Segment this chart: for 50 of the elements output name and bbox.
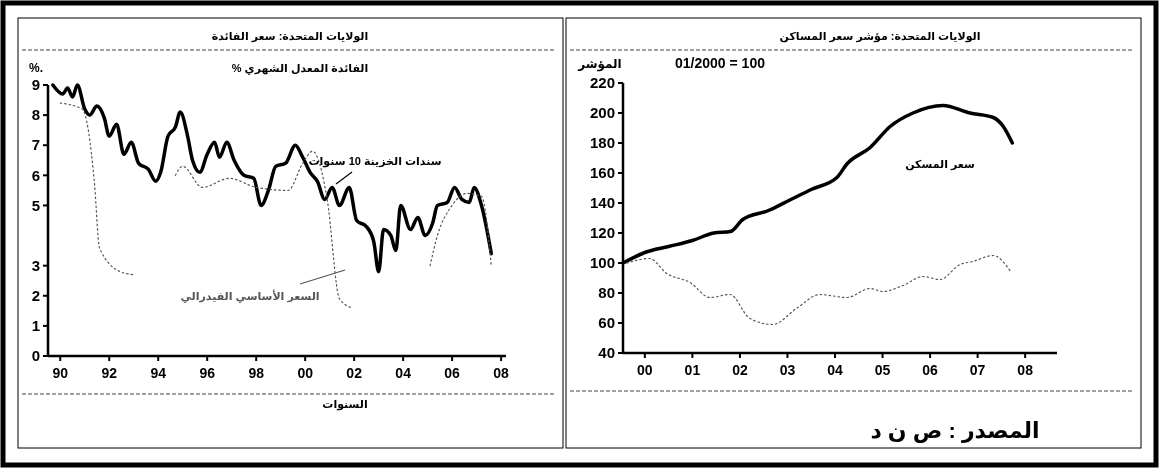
chart-title: الولايات المتحدة: مؤشر سعر المساكن <box>779 30 981 43</box>
y-tick-label: 80 <box>598 284 615 302</box>
x-tick-label: 04 <box>827 362 844 378</box>
x-tick-label: 02 <box>732 362 748 378</box>
x-tick-label: 06 <box>444 365 461 381</box>
y-tick-label: 220 <box>589 74 615 92</box>
y-tick-label: 100 <box>589 254 615 272</box>
y-tick-label: 200 <box>589 104 615 122</box>
series-label: سندات الخزينة 10 سنوات <box>308 155 442 168</box>
y-tick-label: 6 <box>31 166 40 184</box>
chart-title: الولايات المتحدة: سعر الفائدة <box>211 30 369 43</box>
x-tick-label: 92 <box>101 365 118 381</box>
y-tick-label: 2 <box>31 287 40 305</box>
text: سعر المسكن <box>905 158 975 171</box>
y-tick-label: 180 <box>589 134 615 152</box>
x-tick-label: 07 <box>969 362 986 378</box>
x-tick-label: 05 <box>874 362 891 378</box>
x-tick-label: 01 <box>684 362 701 378</box>
y-axis-title: %. <box>28 61 44 75</box>
legend-label: السعر الأساسي الفيدرالي <box>180 289 320 303</box>
y-tick-label: 0 <box>31 347 40 365</box>
x-tick-label: 98 <box>248 365 265 381</box>
x-tick-label: 96 <box>199 365 216 381</box>
x-tick-label: 90 <box>52 365 69 381</box>
y-tick-label: 120 <box>589 224 615 242</box>
line-series <box>626 254 1011 326</box>
x-tick-label: 00 <box>297 365 314 381</box>
x-tick-label: 02 <box>346 365 363 381</box>
x-tick-label: 00 <box>637 362 653 378</box>
x-tick-label: 03 <box>779 362 796 378</box>
x-tick-label: 06 <box>922 362 939 378</box>
y-tick-label: 3 <box>31 256 40 274</box>
x-tick-label: 04 <box>395 365 412 381</box>
x-tick-label: 94 <box>150 365 167 381</box>
y-tick-label: 140 <box>589 194 615 212</box>
chart-subtitle: الفائدة المعدل الشهري % <box>231 62 369 75</box>
text: المصدر : ص ن د <box>870 418 1040 443</box>
text: 01/2000 = 100 <box>675 55 766 71</box>
x-tick-label: 08 <box>1017 362 1034 378</box>
y-tick-label: 40 <box>598 344 615 362</box>
y-tick-label: 9 <box>31 76 40 94</box>
y-axis-title: المؤشر <box>577 57 622 72</box>
y-tick-label: 60 <box>598 314 615 332</box>
y-tick-label: 7 <box>31 136 40 154</box>
x-axis-title: السنوات <box>322 398 368 411</box>
y-tick-label: 5 <box>31 196 40 214</box>
y-tick-label: 8 <box>31 106 40 124</box>
y-tick-label: 160 <box>589 164 615 182</box>
x-tick-label: 08 <box>493 365 510 381</box>
y-tick-label: 1 <box>31 317 40 335</box>
